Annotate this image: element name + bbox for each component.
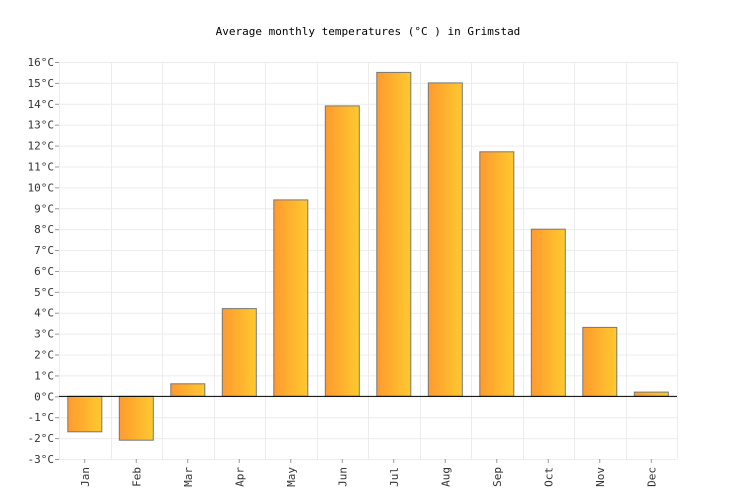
x-tick-label: Nov bbox=[594, 467, 607, 487]
y-tick-label: 16°C bbox=[28, 56, 55, 69]
y-tick-label: -1°C bbox=[28, 411, 55, 424]
bar-sep bbox=[479, 151, 515, 397]
bar-nov bbox=[582, 326, 618, 397]
chart-title: Average monthly temperatures (°C ) in Gr… bbox=[216, 25, 521, 38]
bar-aug bbox=[427, 82, 463, 397]
x-tick-label: Jan bbox=[79, 467, 92, 487]
bar-jul bbox=[376, 71, 412, 397]
y-tick-label: -3°C bbox=[28, 453, 55, 466]
bar-mar bbox=[170, 383, 206, 397]
x-tick-label: May bbox=[285, 467, 298, 487]
bar-apr bbox=[221, 308, 257, 397]
bar-jun bbox=[324, 105, 360, 397]
x-tick-label: Aug bbox=[439, 467, 452, 487]
x-tick-label: Apr bbox=[233, 467, 246, 487]
bar-may bbox=[273, 199, 309, 397]
y-tick-label: 4°C bbox=[34, 307, 54, 320]
grid bbox=[59, 62, 678, 460]
x-tick-label: Feb bbox=[130, 467, 143, 487]
y-tick-label: 12°C bbox=[28, 140, 55, 153]
x-tick-label: Jul bbox=[388, 467, 401, 487]
bar-oct bbox=[530, 228, 566, 397]
y-tick-label: 3°C bbox=[34, 328, 54, 341]
y-tick-label: 7°C bbox=[34, 244, 54, 257]
y-tick-label: 0°C bbox=[34, 390, 54, 403]
y-tick-label: 5°C bbox=[34, 286, 54, 299]
y-tick-label: 10°C bbox=[28, 181, 55, 194]
y-tick-label: 1°C bbox=[34, 369, 54, 382]
y-tick-label: 9°C bbox=[34, 202, 54, 215]
y-tick-label: -2°C bbox=[28, 432, 55, 445]
y-tick-label: 2°C bbox=[34, 349, 54, 362]
y-tick-label: 8°C bbox=[34, 223, 54, 236]
x-tick-label: Mar bbox=[182, 467, 195, 487]
y-tick-label: 13°C bbox=[28, 119, 55, 132]
x-axis-ticks: Jan Feb Mar Apr May Jun Jul Aug Sep Oct Nov Dec bbox=[79, 459, 658, 487]
bar-dec bbox=[633, 391, 669, 397]
bars bbox=[67, 71, 669, 441]
x-tick-label: Sep bbox=[491, 467, 504, 487]
bar-jan bbox=[67, 395, 103, 433]
x-tick-label: Dec bbox=[645, 467, 658, 487]
bar-feb bbox=[118, 395, 154, 441]
y-axis-ticks: -3°C -2°C -1°C 0°C 1°C 2°C 3°C 4°C 5°C 6°C 7°C 8°C 9… bbox=[28, 56, 59, 466]
x-tick-label: Oct bbox=[542, 467, 555, 487]
y-tick-label: 15°C bbox=[28, 77, 55, 90]
y-tick-label: 11°C bbox=[28, 160, 55, 173]
y-tick-label: 14°C bbox=[28, 98, 55, 111]
y-tick-label: 6°C bbox=[34, 265, 54, 278]
x-tick-label: Jun bbox=[336, 467, 349, 487]
